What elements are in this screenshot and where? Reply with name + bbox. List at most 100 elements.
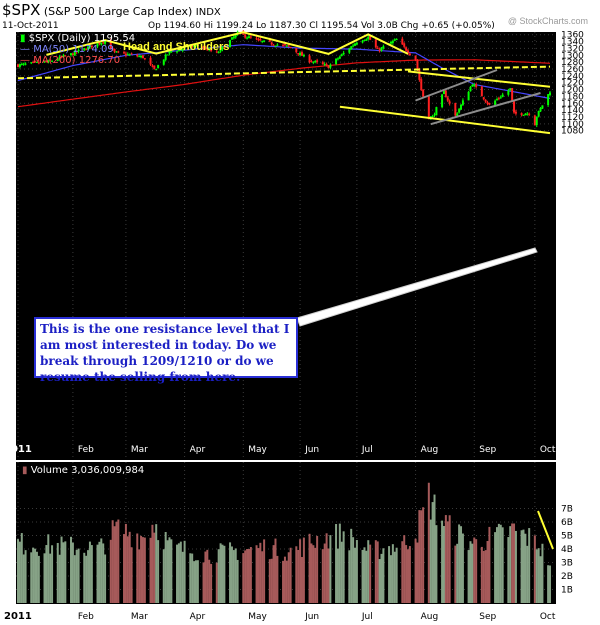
candle-body bbox=[215, 51, 218, 53]
volume-bar bbox=[471, 543, 474, 603]
candle-body bbox=[475, 84, 478, 87]
candle-body bbox=[64, 55, 67, 57]
month-tick-label: Jun bbox=[304, 445, 319, 455]
volume-bar bbox=[70, 536, 73, 603]
candle-body bbox=[246, 37, 249, 39]
volume-bar bbox=[467, 550, 470, 603]
volume-bar bbox=[526, 545, 529, 603]
volume-bar bbox=[37, 555, 40, 603]
candle-body bbox=[181, 49, 184, 51]
candle-body bbox=[155, 69, 158, 71]
volume-bar bbox=[221, 544, 224, 603]
volume-bar bbox=[206, 549, 209, 603]
candle-body bbox=[196, 45, 199, 47]
candle-body bbox=[194, 45, 197, 47]
volume-bar bbox=[24, 550, 27, 603]
price-tick-label: 1220 bbox=[561, 79, 584, 89]
candle-body bbox=[403, 43, 406, 47]
volume-bar bbox=[403, 535, 406, 603]
volume-bar bbox=[261, 551, 264, 603]
volume-bar bbox=[113, 526, 116, 603]
price-tick-label: 1160 bbox=[561, 99, 584, 109]
candle-body bbox=[460, 104, 463, 110]
volume-bar bbox=[522, 529, 525, 603]
candle-body bbox=[17, 64, 19, 67]
candle-body bbox=[58, 56, 61, 60]
candle-body bbox=[32, 61, 35, 63]
month-tick-label: Apr bbox=[190, 445, 206, 455]
volume-bar bbox=[495, 527, 498, 603]
month-tick-label: Jul bbox=[361, 445, 373, 455]
legend-ma50: — MA(50) 1174.09 bbox=[20, 44, 114, 55]
line-icon: — bbox=[20, 44, 30, 55]
candle-body bbox=[422, 89, 425, 97]
volume-bar bbox=[249, 547, 252, 603]
candle-body bbox=[414, 55, 417, 61]
volume-bar bbox=[109, 539, 112, 603]
volume-bar bbox=[183, 540, 186, 603]
candle-body bbox=[193, 45, 196, 47]
volume-bar bbox=[441, 520, 444, 603]
volume-bar bbox=[194, 560, 197, 603]
candle-body bbox=[389, 42, 392, 44]
candle-body bbox=[183, 47, 186, 49]
volume-bar bbox=[166, 540, 169, 603]
volume-icon: ▮ bbox=[22, 465, 28, 476]
volume-bar bbox=[85, 555, 88, 603]
volume-bar bbox=[325, 533, 328, 603]
volume-bar bbox=[488, 526, 491, 603]
candle-body bbox=[480, 86, 483, 97]
volume-bar bbox=[56, 542, 59, 603]
candle-body bbox=[111, 48, 114, 50]
volume-bar bbox=[295, 546, 298, 603]
volume-bar bbox=[60, 536, 63, 603]
axes: 1080110011201140116011801200122012401260… bbox=[4, 31, 584, 622]
volume-bar bbox=[475, 539, 478, 603]
candle-body bbox=[62, 55, 65, 58]
volume-bar bbox=[401, 541, 404, 603]
price-tick-label: 1280 bbox=[561, 58, 584, 68]
candle-body bbox=[353, 43, 356, 46]
volume-bar bbox=[297, 549, 300, 603]
volume-bar bbox=[456, 543, 459, 603]
volume-bar bbox=[98, 541, 101, 603]
candle-body bbox=[219, 48, 222, 52]
candle-body bbox=[482, 97, 485, 100]
candle-body bbox=[206, 48, 209, 51]
price-panel-bg bbox=[16, 32, 556, 460]
candle-body bbox=[90, 45, 93, 48]
volume-tick-label: 5B bbox=[561, 532, 573, 542]
month-tick-label: Aug bbox=[421, 612, 439, 622]
volume-bar bbox=[374, 540, 377, 603]
candle-body bbox=[520, 113, 523, 116]
candle-body bbox=[456, 113, 459, 116]
volume-bar bbox=[115, 521, 118, 603]
month-tick-label: 2011 bbox=[4, 611, 32, 622]
volume-bar bbox=[274, 538, 277, 603]
candle-body bbox=[420, 79, 423, 90]
candle-body bbox=[45, 61, 48, 63]
volume-bar bbox=[458, 524, 461, 603]
volume-bar bbox=[363, 547, 366, 603]
volume-bar bbox=[314, 547, 317, 603]
volume-bar bbox=[136, 533, 139, 603]
volume-bar bbox=[342, 531, 345, 603]
volume-bar bbox=[509, 526, 512, 603]
candle-body bbox=[232, 36, 235, 39]
price-tick-label: 1240 bbox=[561, 72, 584, 82]
volume-bar bbox=[420, 510, 423, 603]
candle-body bbox=[336, 58, 339, 60]
volume-bar bbox=[528, 528, 531, 603]
price-tick-label: 1080 bbox=[561, 127, 584, 137]
line-icon: — bbox=[20, 55, 30, 66]
candle-body bbox=[85, 49, 88, 51]
candle-body bbox=[18, 64, 21, 67]
volume-bar bbox=[34, 548, 37, 603]
candle-body bbox=[179, 49, 182, 51]
candle-body bbox=[151, 65, 154, 67]
volume-bars bbox=[17, 482, 551, 603]
candle-body bbox=[471, 84, 474, 87]
volume-bar bbox=[405, 545, 408, 603]
candle-body bbox=[312, 61, 315, 63]
candle-body bbox=[431, 116, 434, 118]
